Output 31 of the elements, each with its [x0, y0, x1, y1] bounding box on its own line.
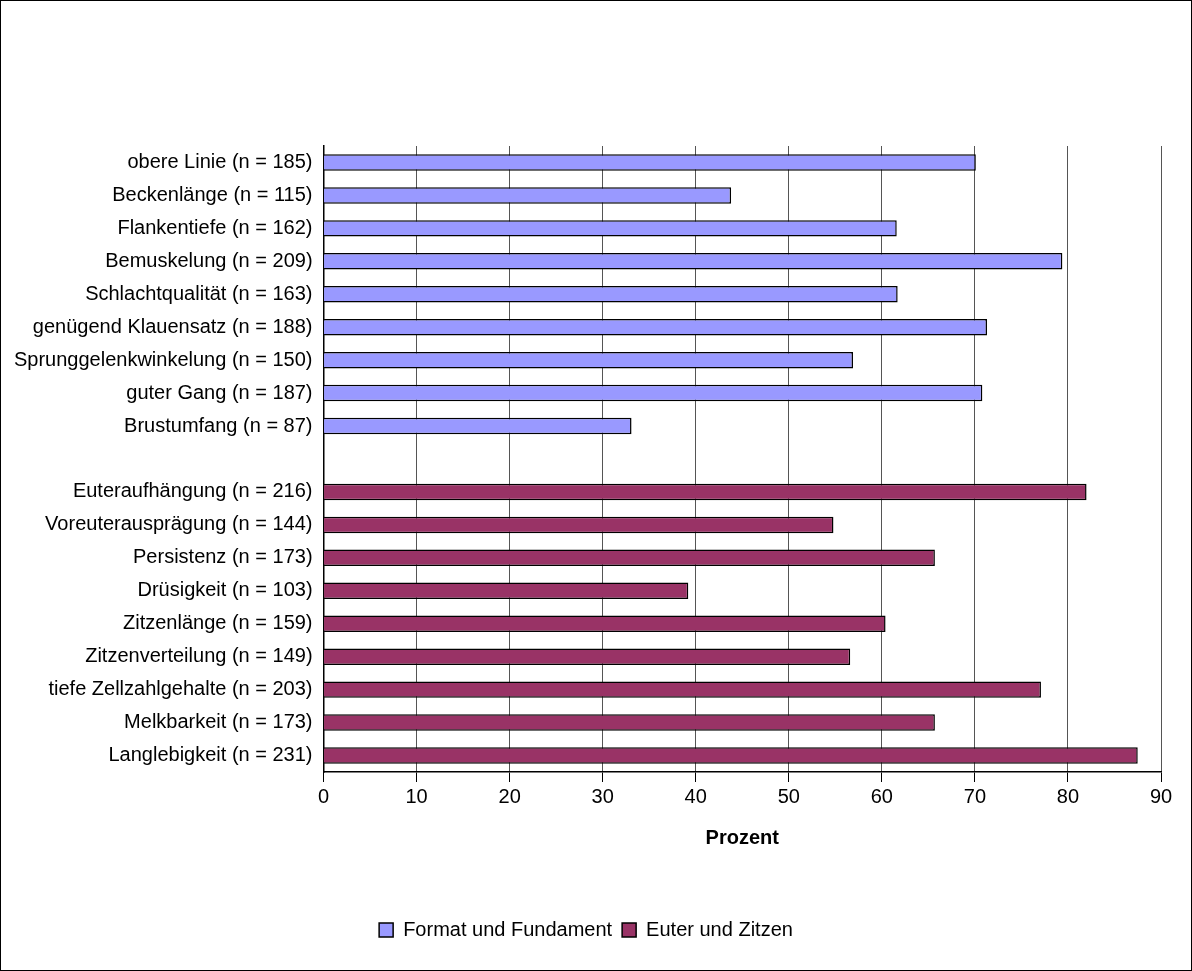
- y-tick-label: genügend Klauensatz (n = 188): [32, 314, 313, 337]
- x-tick-label: 50: [777, 784, 800, 807]
- y-tick-label: Drüsigkeit (n = 103): [137, 578, 313, 601]
- y-tick-label: Schlachtqualität (n = 163): [85, 281, 313, 304]
- y-tick-label: Euteraufhängung (n = 216): [72, 479, 313, 502]
- x-tick-label: 60: [870, 784, 893, 807]
- x-tick-label: 90: [1149, 784, 1173, 807]
- y-tick-label: obere Linie (n = 185): [127, 149, 313, 172]
- y-tick-label: Melkbarkeit (n = 173): [124, 710, 313, 733]
- x-tick-label: 20: [498, 784, 521, 807]
- x-axis-title: Prozent: [705, 825, 780, 848]
- y-tick-label: Bemuskelung (n = 209): [105, 248, 313, 271]
- y-tick-label: tiefe Zellzahlgehalte (n = 203): [48, 677, 313, 700]
- x-tick-label: 30: [591, 784, 614, 807]
- x-tick-label: 40: [684, 784, 707, 807]
- legend-label: Euter und Zitzen: [646, 917, 793, 940]
- y-tick-label: guter Gang (n = 187): [126, 380, 313, 403]
- y-tick-label: Zitzenlänge (n = 159): [122, 611, 313, 634]
- x-tick-label: 70: [963, 784, 987, 807]
- y-tick-label: Brustumfang (n = 87): [124, 413, 313, 436]
- legend-label: Format und Fundament: [403, 917, 613, 940]
- x-tick-label: 10: [405, 784, 428, 807]
- y-tick-label: Persistenz (n = 173): [133, 545, 313, 568]
- y-tick-label: Zitzenverteilung (n = 149): [85, 644, 313, 667]
- y-tick-label: Voreuterausprägung (n = 144): [45, 512, 313, 535]
- y-tick-label: Flankentiefe (n = 162): [117, 215, 313, 238]
- y-tick-label: Beckenlänge (n = 115): [112, 182, 313, 205]
- x-tick-label: 80: [1056, 784, 1080, 807]
- x-tick-label: 0: [317, 784, 330, 807]
- y-tick-label: Langlebigkeit (n = 231): [108, 743, 313, 766]
- y-tick-label: Sprunggelenkwinkelung (n = 150): [13, 347, 313, 370]
